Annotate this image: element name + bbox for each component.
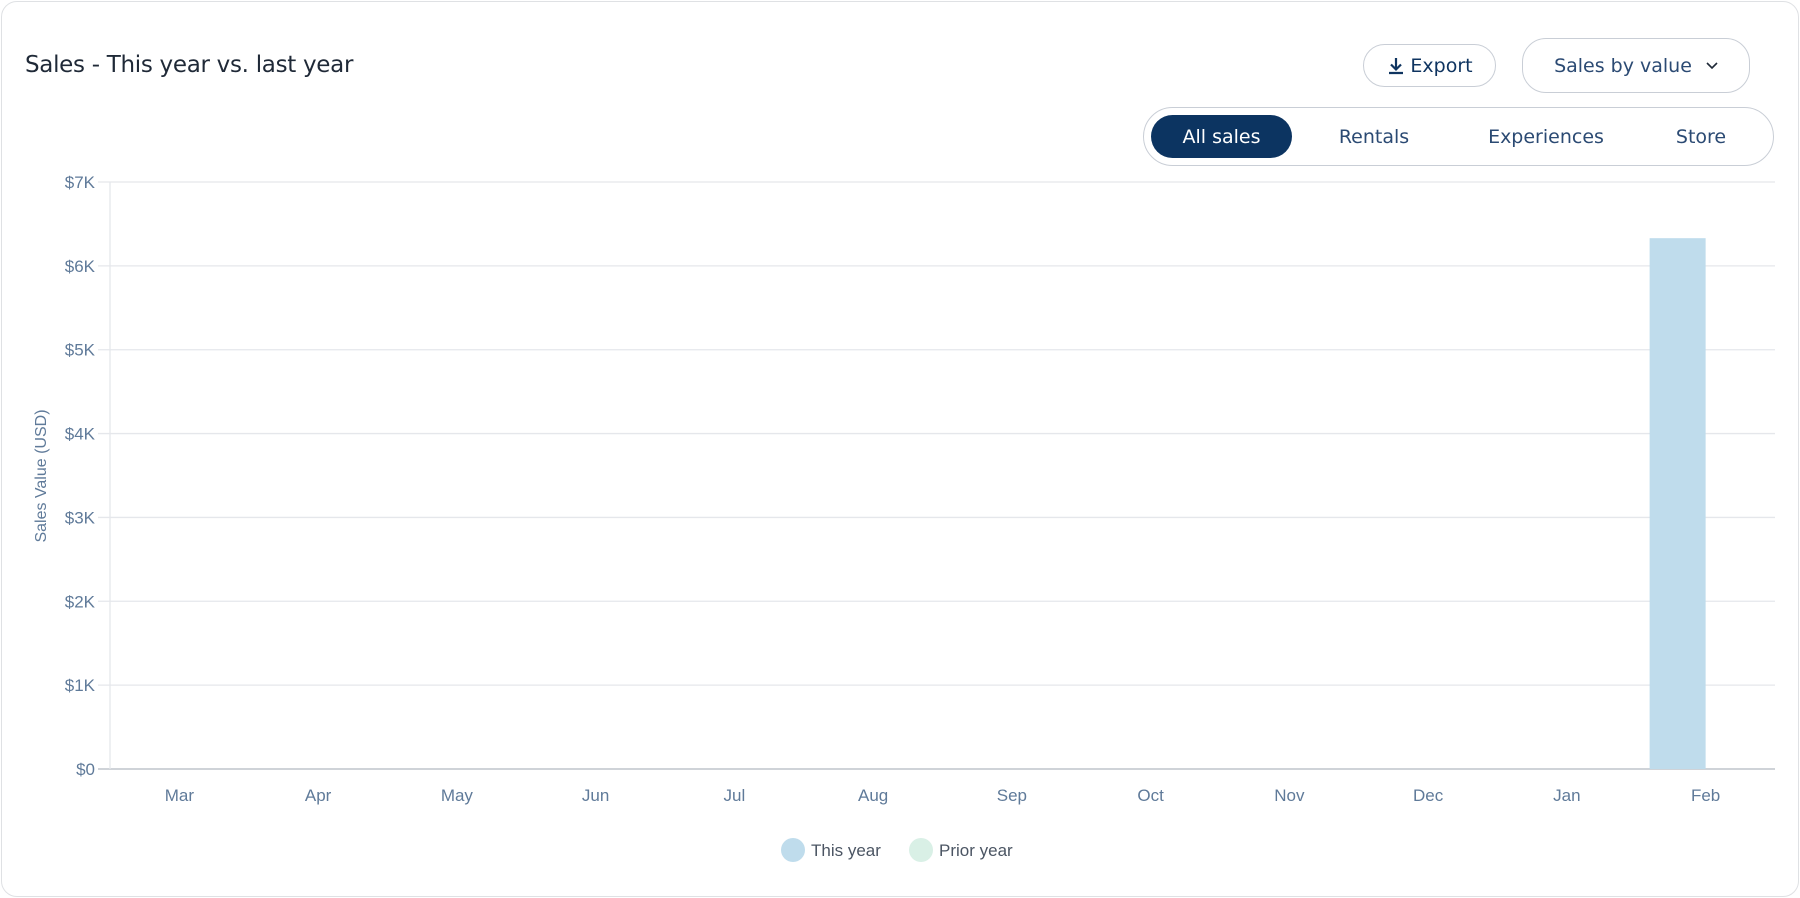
chevron-down-icon — [1706, 61, 1718, 69]
chart-title: Sales - This year vs. last year — [25, 52, 354, 78]
metric-dropdown-value: Sales by value — [1554, 54, 1692, 77]
tab-all-sales[interactable]: All sales — [1151, 115, 1292, 158]
export-button[interactable]: Export — [1363, 44, 1496, 87]
tab-store[interactable]: Store — [1675, 125, 1727, 148]
metric-dropdown[interactable]: Sales by value — [1522, 38, 1750, 93]
export-label: Export — [1410, 54, 1473, 77]
tab-rentals[interactable]: Rentals — [1338, 125, 1410, 148]
download-icon — [1389, 57, 1404, 74]
sales-type-tabs: All sales Rentals Experiences Store — [1143, 107, 1774, 166]
tab-experiences[interactable]: Experiences — [1488, 125, 1604, 148]
